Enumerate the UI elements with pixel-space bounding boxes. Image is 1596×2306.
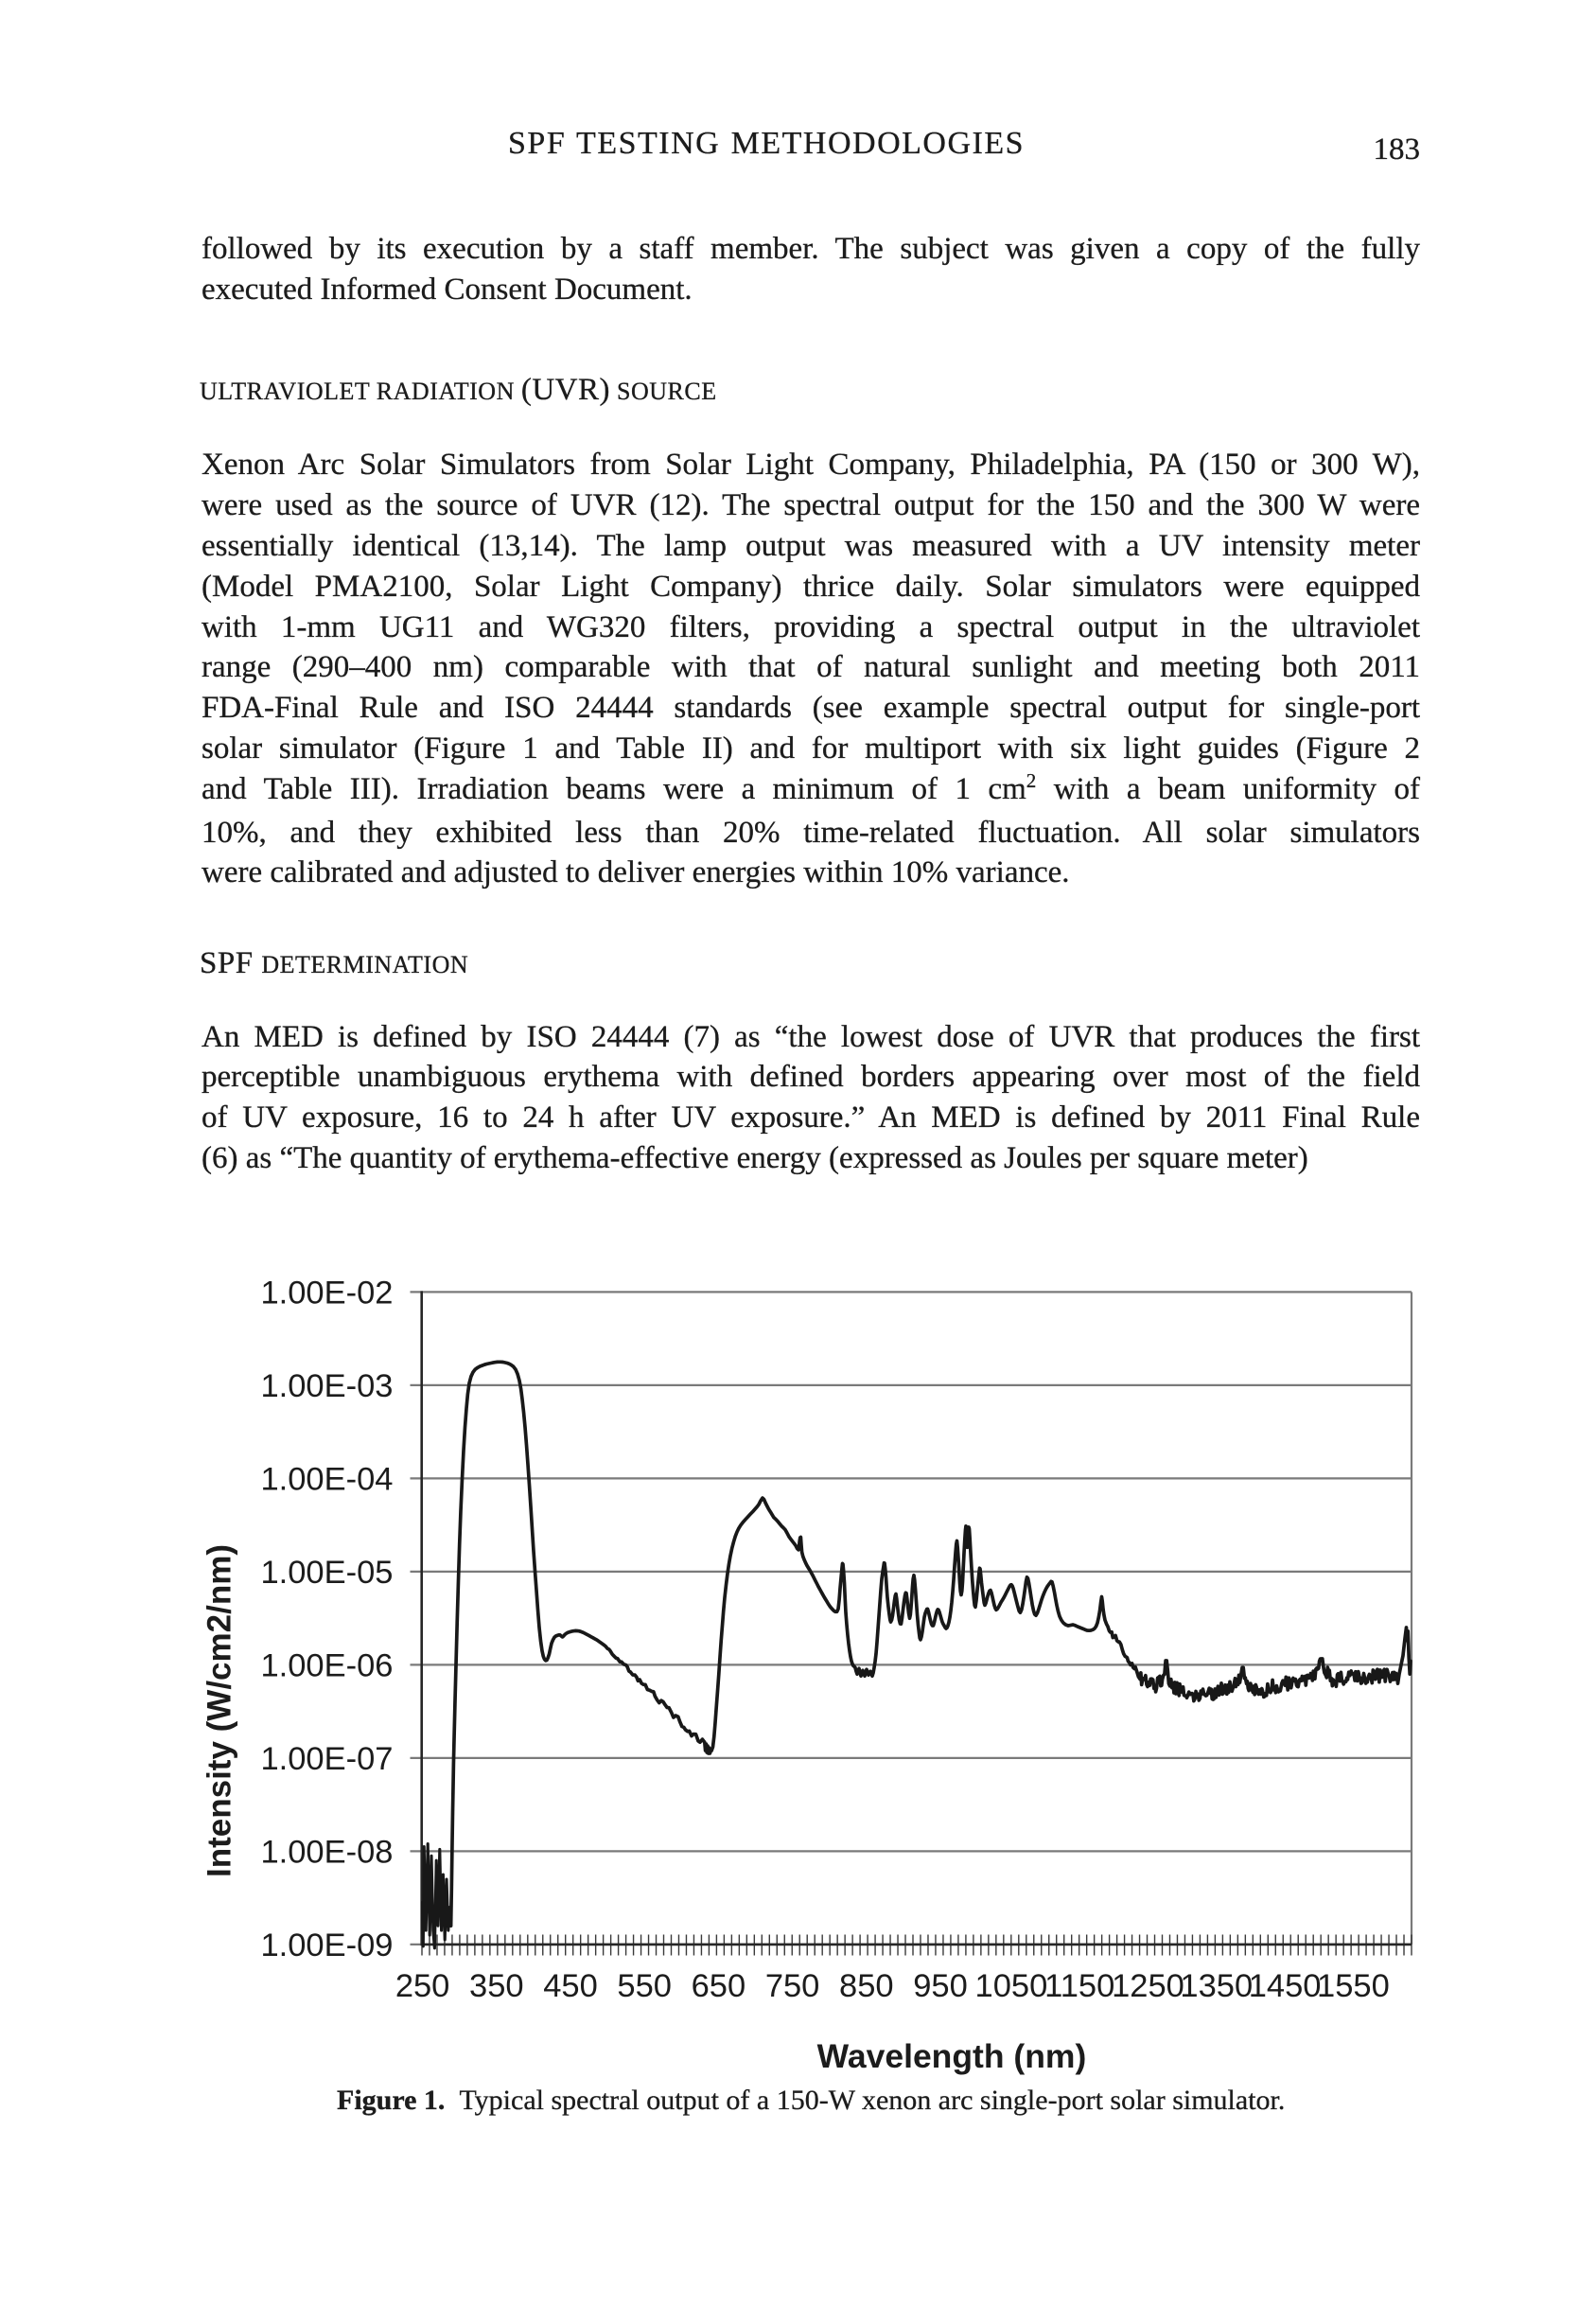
- svg-text:1.00E-03: 1.00E-03: [260, 1368, 393, 1404]
- svg-text:1.00E-08: 1.00E-08: [260, 1834, 393, 1870]
- svg-text:450: 450: [543, 1968, 598, 2004]
- svg-text:250: 250: [395, 1968, 450, 2004]
- svg-text:850: 850: [839, 1968, 894, 2004]
- svg-text:1.00E-07: 1.00E-07: [260, 1741, 393, 1777]
- svg-text:550: 550: [617, 1968, 672, 2004]
- svg-text:1250: 1250: [1112, 1968, 1184, 2004]
- svg-text:950: 950: [913, 1968, 968, 2004]
- svg-text:1.00E-02: 1.00E-02: [260, 1275, 393, 1311]
- svg-text:1.00E-09: 1.00E-09: [260, 1928, 393, 1963]
- svg-text:1.00E-04: 1.00E-04: [260, 1461, 393, 1497]
- svg-text:1050: 1050: [975, 1968, 1048, 2004]
- svg-text:1.00E-05: 1.00E-05: [260, 1555, 393, 1591]
- svg-text:1350: 1350: [1180, 1968, 1253, 2004]
- svg-text:1450: 1450: [1249, 1968, 1322, 2004]
- svg-text:650: 650: [692, 1968, 746, 2004]
- svg-text:Wavelength (nm): Wavelength (nm): [817, 2037, 1087, 2075]
- svg-text:1150: 1150: [1044, 1968, 1114, 2004]
- svg-text:1.00E-06: 1.00E-06: [260, 1647, 393, 1683]
- svg-text:1550: 1550: [1317, 1968, 1390, 2004]
- svg-text:Intensity (W/cm2/nm): Intensity (W/cm2/nm): [202, 1544, 238, 1877]
- svg-text:350: 350: [469, 1968, 524, 2004]
- svg-text:750: 750: [765, 1968, 820, 2004]
